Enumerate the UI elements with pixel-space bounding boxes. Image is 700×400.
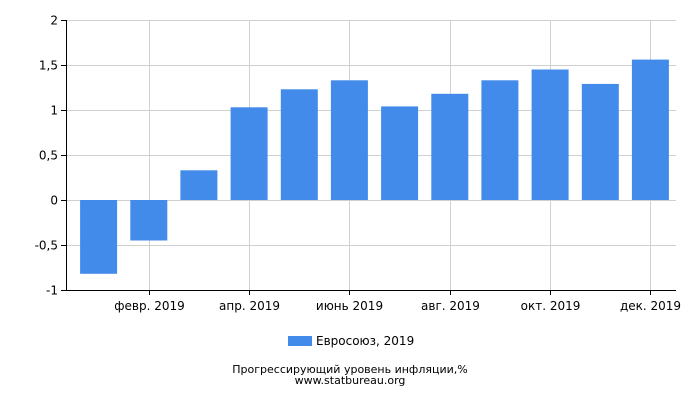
- x-tick-label: июнь 2019: [316, 299, 383, 313]
- bar: [130, 200, 168, 241]
- y-tick-label: -1: [46, 284, 58, 298]
- legend-swatch: [288, 336, 312, 346]
- x-tick-label: февр. 2019: [114, 299, 185, 313]
- bar: [330, 80, 368, 200]
- bar: [481, 80, 519, 200]
- bar: [230, 107, 268, 200]
- bar: [180, 170, 218, 200]
- legend: Евросоюз, 2019: [288, 334, 414, 348]
- bars-layer: [80, 59, 669, 274]
- bar: [631, 59, 669, 200]
- x-tick-labels: февр. 2019 апр. 2019 июнь 2019 авг. 2019 окт…: [114, 299, 681, 313]
- source-url: www.statbureau.org: [294, 374, 406, 387]
- bar: [280, 89, 318, 200]
- bar: [381, 106, 419, 200]
- y-tick-label: 1,5: [39, 59, 58, 73]
- y-tick-labels: -1 -0,5 0 0,5 1 1,5 2: [35, 14, 58, 298]
- bar: [581, 83, 619, 200]
- bar: [80, 200, 118, 274]
- axes: [61, 20, 676, 295]
- y-tick-label: -0,5: [35, 239, 58, 253]
- chart-caption: Прогрессирующий уровень инфляции,%: [232, 363, 468, 376]
- y-tick-label: 2: [50, 14, 58, 28]
- x-tick-label: авг. 2019: [421, 299, 480, 313]
- bar: [531, 69, 569, 200]
- bar: [431, 93, 469, 200]
- y-tick-label: 0: [50, 194, 58, 208]
- x-tick-label: апр. 2019: [219, 299, 280, 313]
- y-tick-label: 0,5: [39, 149, 58, 163]
- y-tick-label: 1: [50, 104, 58, 118]
- x-tick-label: окт. 2019: [521, 299, 581, 313]
- x-tick-label: дек. 2019: [620, 299, 681, 313]
- legend-label: Евросоюз, 2019: [316, 334, 415, 348]
